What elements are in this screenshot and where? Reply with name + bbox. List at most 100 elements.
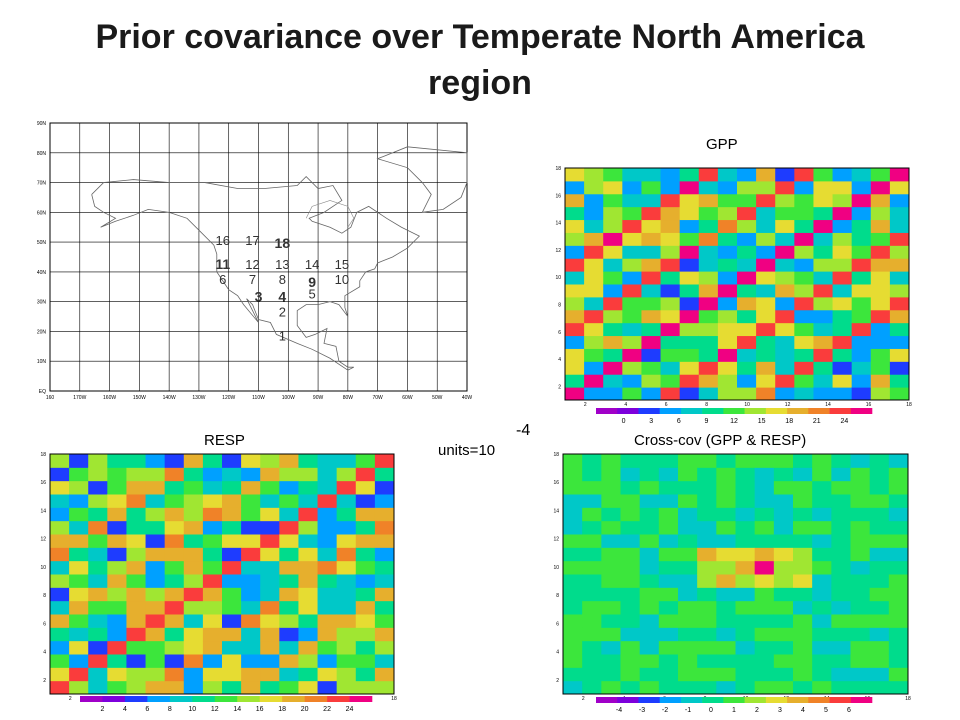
heatmap-cell xyxy=(851,271,872,285)
heatmap-cell xyxy=(717,232,738,246)
heatmap-cell xyxy=(584,284,604,298)
heatmap-cell xyxy=(601,547,621,562)
heatmap-cell xyxy=(355,494,376,508)
heatmap-cell xyxy=(658,454,679,468)
heatmap-cell xyxy=(869,547,890,562)
heatmap-cell xyxy=(794,232,814,246)
heatmap-cell xyxy=(679,374,700,388)
heatmap-cell xyxy=(241,560,261,575)
heatmap-cell xyxy=(355,614,376,628)
heatmap-cell xyxy=(639,640,660,655)
heatmap-cell xyxy=(813,219,834,233)
heatmap-cell xyxy=(851,232,872,246)
heatmap-cell xyxy=(107,680,127,695)
heatmap-cell xyxy=(870,348,891,362)
heatmap-cell xyxy=(107,520,127,535)
heatmap-cell xyxy=(775,322,795,337)
heatmap-cell xyxy=(813,168,834,182)
heatmap-cell xyxy=(812,467,832,482)
heatmap-cell xyxy=(374,547,395,562)
heatmap-cell xyxy=(812,494,832,508)
heatmap-cell xyxy=(222,534,242,548)
heatmap-cell xyxy=(737,180,757,195)
heatmap-cell xyxy=(697,534,717,548)
heatmap-cell xyxy=(658,574,679,588)
heatmap-cell xyxy=(735,614,756,628)
heatmap-cell xyxy=(831,494,851,508)
heatmap-cell xyxy=(831,574,851,588)
colorbar-swatch xyxy=(596,697,618,703)
heatmap-cell xyxy=(660,219,681,233)
heatmap-cell xyxy=(145,667,166,682)
heatmap-cell xyxy=(222,614,242,628)
heatmap-cell xyxy=(69,627,89,642)
heatmap-cell xyxy=(678,520,698,535)
heatmap-cell xyxy=(126,574,147,588)
heatmap-cell xyxy=(603,296,623,311)
heatmap-cell xyxy=(374,627,395,642)
heatmap-cell xyxy=(850,574,871,588)
heatmap-cell xyxy=(241,454,261,468)
heatmap-cell xyxy=(888,574,909,588)
heatmap-cell xyxy=(222,560,242,575)
map-lon-label: 80W xyxy=(343,395,354,401)
heatmap-cell xyxy=(639,467,660,482)
heatmap-cell xyxy=(298,547,319,562)
heatmap-cell xyxy=(813,258,834,272)
heatmap-cell xyxy=(851,348,872,362)
heatmap-cell xyxy=(679,361,700,375)
heatmap-cell xyxy=(735,520,756,535)
heatmap-cell xyxy=(851,206,872,221)
colorbar-swatch xyxy=(680,697,703,703)
heatmap-cell xyxy=(222,667,242,682)
heatmap-cell xyxy=(793,667,813,682)
heatmap-cell xyxy=(716,467,736,482)
heatmap-cell xyxy=(582,654,602,668)
heatmap-cell xyxy=(582,560,602,575)
heatmap-cell xyxy=(183,627,204,642)
heatmap-cell xyxy=(660,245,681,259)
heatmap-cell xyxy=(888,680,909,695)
heatmap-cell xyxy=(641,335,662,349)
heatmap-cell xyxy=(754,534,775,548)
colorbar-swatch xyxy=(259,696,283,702)
heatmap-cell xyxy=(869,627,890,642)
heatmap-cell xyxy=(50,480,70,495)
colorbar-swatch xyxy=(124,696,148,702)
heatmap-cell xyxy=(832,168,853,182)
heatmap-cell xyxy=(317,480,338,495)
heatmap-cell xyxy=(50,680,70,695)
heatmap-cell xyxy=(737,245,757,259)
heatmap-cell xyxy=(812,587,832,602)
heatmap-cell xyxy=(164,600,185,615)
heatmap-cell xyxy=(374,640,395,655)
heatmap-cell xyxy=(658,680,679,695)
heatmap-cell xyxy=(888,534,909,548)
heatmap-cell xyxy=(812,507,832,522)
heatmap-cell xyxy=(107,640,127,655)
heatmap-cell xyxy=(622,271,642,285)
heatmap-cell xyxy=(793,627,813,642)
heatmap-cell xyxy=(773,600,794,615)
heatmap-cell xyxy=(563,507,583,522)
heatmap-cell xyxy=(622,245,642,259)
region-label-7: 7 xyxy=(249,272,256,287)
heatmap-cell xyxy=(735,574,756,588)
heatmap-cell xyxy=(737,374,757,388)
heatmap-cell xyxy=(355,600,376,615)
heatmap-cell xyxy=(355,467,376,482)
heatmap-cell xyxy=(813,284,834,298)
heatmap-cell xyxy=(794,180,814,195)
heatmap-cell xyxy=(660,258,681,272)
heatmap-cell xyxy=(601,520,621,535)
heatmap-cell xyxy=(563,627,583,642)
heatmap-cell xyxy=(603,271,623,285)
colorbar-tick-label: -2 xyxy=(662,707,668,714)
heatmap-cell xyxy=(869,574,890,588)
heatmap-cell xyxy=(601,614,621,628)
heatmap-cell xyxy=(717,180,738,195)
heatmap-cell xyxy=(793,534,813,548)
heatmap-cell xyxy=(639,667,660,682)
heatmap-cell xyxy=(756,309,776,324)
